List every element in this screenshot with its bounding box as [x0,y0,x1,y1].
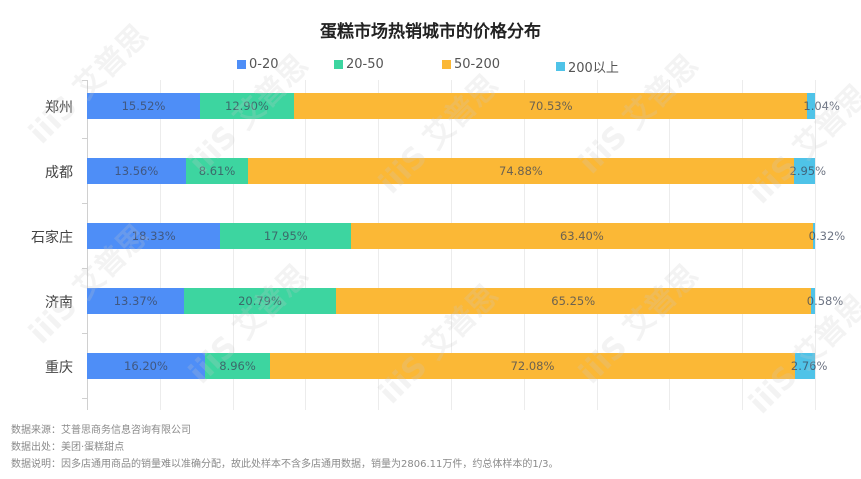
data-label: 65.25% [551,294,596,308]
category-label: 济南 [45,295,73,311]
footer-note: 数据说明：因多店通用商品的销量难以准确分配，故此处样本不含多店通用数据，销量为2… [11,459,559,470]
legend-item-0-20[interactable]: 0-20 [237,57,279,72]
data-label: 70.53% [528,99,573,113]
footer-origin: 数据出处：美团·蛋糕甜点 [11,442,125,453]
category-label: 重庆 [45,360,73,376]
legend-label: 20-50 [346,57,384,72]
legend-item-20-50[interactable]: 20-50 [334,57,384,72]
plot-area: 15.52% 12.90% 70.53% 1.04% 13.56% 8.61% 74.88%… [82,80,845,410]
bar-segment[interactable]: 63.40% [351,223,813,249]
axis-tick [82,138,87,139]
bar-segment[interactable]: 8.61% [185,158,249,184]
bar-segment[interactable]: 18.33% [87,223,221,249]
axis-tick [82,398,87,399]
data-label: 13.56% [114,164,159,178]
axis-tick [82,268,87,269]
bar-segment[interactable]: 20.79% [184,288,336,314]
legend-item-50-200[interactable]: 50-200 [442,57,500,72]
bar-row: 13.56% 8.61% 74.88% 2.95% [87,158,826,184]
data-label: 2.76% [790,359,828,373]
category-label: 郑州 [45,100,73,116]
legend: 0-20 20-50 50-200 200以上 [0,57,861,76]
legend-label: 50-200 [454,57,501,72]
data-label: 8.61% [198,164,236,178]
axis-tick [82,203,87,204]
bar-segment[interactable]: 16.20% [87,353,205,379]
data-label: 0.58% [806,294,844,308]
bar-segment[interactable]: 13.37% [87,288,185,314]
data-label: 16.20% [124,359,168,373]
legend-label: 0-20 [249,57,279,72]
data-label: 13.37% [113,294,158,308]
category-label: 成都 [45,165,73,181]
bar-segment[interactable]: 13.56% [87,158,186,184]
data-label: 63.40% [559,229,604,243]
axis-tick [82,80,87,81]
bar-segment[interactable]: 2.95% [790,158,826,184]
bar-segment[interactable]: 65.25% [335,288,811,314]
bar-segment[interactable]: 2.76% [791,353,827,379]
data-label: 2.95% [789,164,827,178]
bar-segment[interactable]: 1.04% [803,93,840,119]
legend-swatch [334,60,343,69]
bar-segment[interactable]: 12.90% [199,93,294,119]
legend-swatch [556,62,565,71]
data-label: 17.95% [263,229,308,243]
legend-swatch [442,60,451,69]
bar-segment[interactable]: 8.96% [204,353,271,379]
data-label: 72.08% [510,359,555,373]
data-label: 1.04% [803,99,840,113]
data-label: 12.90% [225,99,269,113]
data-label: 15.52% [121,99,166,113]
bar-segment[interactable]: 0.32% [809,223,845,249]
data-label: 0.32% [808,229,846,243]
data-label: 74.88% [499,164,543,178]
chart-title: 蛋糕市场热销城市的价格分布 [320,22,541,42]
data-label: 20.79% [238,294,282,308]
axis-tick [82,333,87,334]
bar-segment[interactable]: 17.95% [220,223,352,249]
bar-segment[interactable]: 15.52% [87,93,200,119]
legend-label: 200以上 [568,61,619,76]
bar-segment[interactable]: 0.58% [807,288,843,314]
category-label: 石家庄 [31,230,73,246]
bar-row: 15.52% 12.90% 70.53% 1.04% [87,93,840,119]
legend-item-200-plus[interactable]: 200以上 [556,57,619,76]
gridline [815,80,816,410]
bar-segment[interactable]: 72.08% [270,353,795,379]
bar-row: 18.33% 17.95% 63.40% 0.32% [87,223,845,249]
bar-row: 13.37% 20.79% 65.25% 0.58% [87,288,843,314]
data-label: 8.96% [219,359,256,373]
legend-swatch [237,60,246,69]
bar-row: 16.20% 8.96% 72.08% 2.76% [87,353,827,379]
bar-segment[interactable]: 74.88% [248,158,794,184]
footer-notes: 数据来源：艾普思商务信息咨询有限公司 数据出处：美团·蛋糕甜点 数据说明：因多店… [11,422,558,473]
bar-segment[interactable]: 70.53% [293,93,808,119]
footer-source: 数据来源：艾普思商务信息咨询有限公司 [11,425,191,436]
data-label: 18.33% [131,229,176,243]
